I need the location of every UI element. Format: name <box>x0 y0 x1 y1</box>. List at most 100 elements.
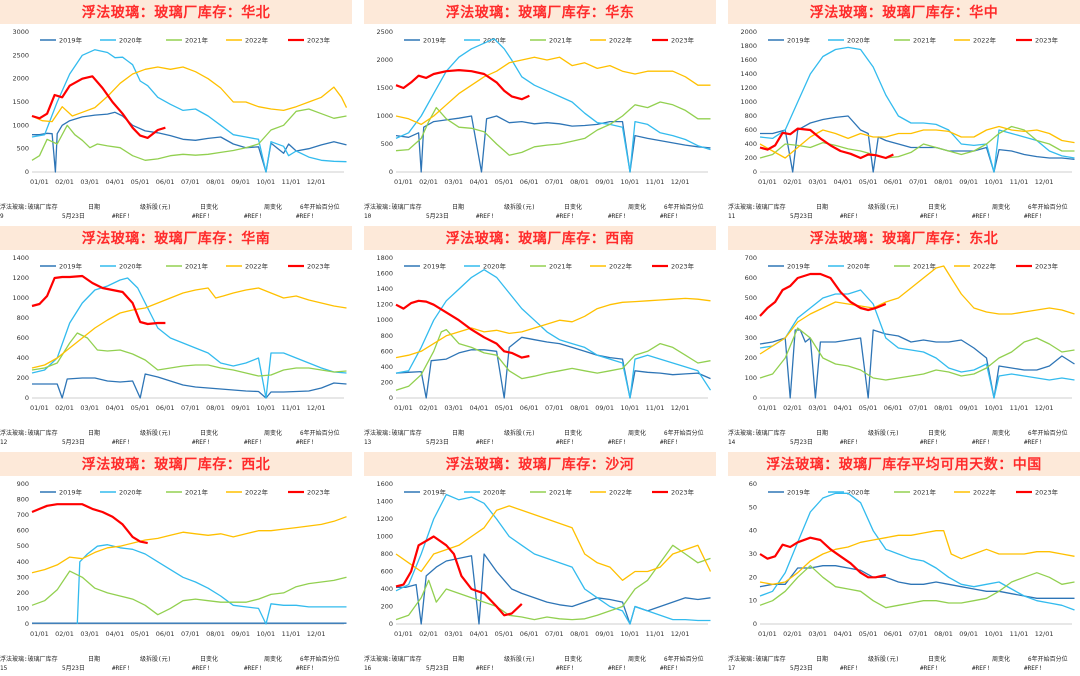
x-tick-label: 09/01 <box>231 404 250 412</box>
y-tick-label: 1400 <box>740 70 757 78</box>
legend-label: 2023年 <box>307 488 331 497</box>
footer-value: 5月23日 <box>426 213 449 220</box>
footer-strip: 浮法玻璃:玻璃厂库存 日期 级拆股(元) 日变化 周变化 6年开始百分位 16 5月23日 #R… <box>364 656 716 676</box>
y-tick-label: 700 <box>17 511 29 519</box>
footer-value: 5月23日 <box>790 665 813 672</box>
x-tick-label: 08/01 <box>570 404 589 412</box>
legend-label: 2022年 <box>245 488 269 497</box>
footer-label: 周变化 <box>628 430 647 437</box>
y-tick-label: 200 <box>381 378 393 386</box>
x-tick-label: 04/01 <box>105 630 124 638</box>
footer-label: 周变化 <box>264 430 283 437</box>
chart-legend: 2019年 2020年 2021年 2022年 2023年 <box>404 36 695 45</box>
footer-label: 日变化 <box>564 430 583 437</box>
series-line <box>760 115 1075 173</box>
series-line <box>31 274 166 326</box>
legend-label: 2021年 <box>185 36 209 45</box>
footer-label: 日期 <box>816 204 829 211</box>
y-tick-label: 2000 <box>376 56 393 64</box>
legend-label: 2020年 <box>847 488 871 497</box>
legend-label: 2022年 <box>973 36 997 45</box>
footer-value: 5月23日 <box>426 665 449 672</box>
x-tick-label: 07/01 <box>181 178 200 186</box>
series-line <box>395 269 712 399</box>
y-tick-label: 200 <box>17 374 29 382</box>
footer-label: 日变化 <box>200 204 219 211</box>
series-line <box>31 277 347 399</box>
legend-label: 2022年 <box>245 262 269 271</box>
y-tick-label: 1400 <box>376 498 393 506</box>
x-tick-label: 10/01 <box>620 404 639 412</box>
x-tick-label: 03/01 <box>444 404 463 412</box>
y-tick-label: 800 <box>17 496 29 504</box>
chart-title: 浮法玻璃：玻璃厂库存：沙河 <box>445 457 635 473</box>
footer-label: 日期 <box>88 204 101 211</box>
legend-label: 2020年 <box>847 36 871 45</box>
series-line <box>759 327 1075 381</box>
chart-title-bar: 浮法玻璃：玻璃厂库存：西北 <box>0 452 352 476</box>
x-tick-label: 07/01 <box>181 630 200 638</box>
series-line <box>32 373 347 399</box>
series-line <box>31 516 347 574</box>
y-tick-label: 1800 <box>376 254 393 262</box>
footer-value: 5月23日 <box>790 439 813 446</box>
footer-strip: 浮法玻璃:玻璃厂库存 日期 级拆股(元) 日变化 周变化 6年开始百分位 14 5月23日 #R… <box>728 430 1080 450</box>
x-tick-label: 01/01 <box>758 404 777 412</box>
line-chart: 0 200 400 600 800 1000 1200 1400 1600 1800 01/01 02… <box>376 254 712 412</box>
x-tick-label: 10/01 <box>620 630 639 638</box>
y-tick-label: 200 <box>381 603 393 611</box>
footer-label: 浮法玻璃:玻璃厂库存 <box>0 204 58 211</box>
x-tick-label: 12/01 <box>1035 178 1054 186</box>
y-tick-label: 200 <box>17 589 29 597</box>
x-tick-label: 12/01 <box>1035 630 1054 638</box>
y-tick-label: 1600 <box>740 56 757 64</box>
footer-label: 周变化 <box>628 656 647 663</box>
legend-label: 2022年 <box>609 262 633 271</box>
chart-panel: 浮法玻璃：玻璃厂库存：华北 0 500 1000 1500 2000 2500 3000 01/… <box>0 0 352 224</box>
footer-strip: 浮法玻璃:玻璃厂库存 日期 级拆股(元) 日变化 周变化 6年开始百分位 10 5月23日 #R… <box>364 204 716 224</box>
chart-title: 浮法玻璃：玻璃厂库存：华北 <box>81 5 271 21</box>
series-line <box>759 530 1075 585</box>
footer-value: #REF! <box>244 439 263 446</box>
y-tick-label: 2500 <box>376 28 393 36</box>
series-line <box>395 328 711 391</box>
footer-label: 日变化 <box>564 204 583 211</box>
footer-label: 浮法玻璃:玻璃厂库存 <box>364 656 422 663</box>
legend-label: 2021年 <box>913 36 937 45</box>
footer-panel-number: 14 <box>728 439 736 446</box>
line-chart: 0 200 400 600 800 1000 1200 1400 01/01 02/01 03/01… <box>12 254 347 412</box>
y-tick-label: 20 <box>749 573 757 581</box>
y-tick-label: 600 <box>745 274 757 282</box>
y-tick-label: 1600 <box>376 480 393 488</box>
x-tick-label: 08/01 <box>934 178 953 186</box>
footer-label: 浮法玻璃:玻璃厂库存 <box>728 204 786 211</box>
legend-label: 2021年 <box>549 262 573 271</box>
footer-label: 级拆股(元) <box>504 204 536 211</box>
footer-label: 日变化 <box>200 430 219 437</box>
footer-label: 6年开始百分位 <box>1028 430 1068 437</box>
footer-value: #REF! <box>192 439 211 446</box>
x-tick-label: 02/01 <box>55 630 74 638</box>
x-tick-label: 07/01 <box>545 404 564 412</box>
x-tick-label: 07/01 <box>545 178 564 186</box>
x-tick-label: 12/01 <box>307 178 326 186</box>
x-tick-label: 02/01 <box>783 404 802 412</box>
footer-panel-number: 10 <box>364 213 372 220</box>
x-tick-label: 05/01 <box>495 630 514 638</box>
footer-label: 日期 <box>452 204 465 211</box>
chart-panel: 浮法玻璃：玻璃厂库存：西北 0 100 200 300 400 500 600 700 800 90… <box>0 452 352 676</box>
footer-label: 浮法玻璃:玻璃厂库存 <box>0 430 58 437</box>
footer-value: #REF! <box>192 665 211 672</box>
x-tick-label: 12/01 <box>1035 404 1054 412</box>
chart-title: 浮法玻璃：玻璃厂库存：华南 <box>81 231 271 247</box>
x-tick-label: 05/01 <box>131 630 150 638</box>
footer-label: 日期 <box>88 430 101 437</box>
footer-strip: 浮法玻璃:玻璃厂库存 日期 级拆股(元) 日变化 周变化 6年开始百分位 17 5月23日 #R… <box>728 656 1080 676</box>
footer-value: #REF! <box>244 665 263 672</box>
legend-label: 2021年 <box>913 488 937 497</box>
footer-value: #REF! <box>556 213 575 220</box>
chart-panel: 浮法玻璃：玻璃厂库存：华东 0 500 1000 1500 2000 2500 01/01 02… <box>364 0 716 224</box>
y-tick-label: 300 <box>17 573 29 581</box>
footer-value: #REF! <box>296 439 315 446</box>
footer-value: #REF! <box>296 213 315 220</box>
